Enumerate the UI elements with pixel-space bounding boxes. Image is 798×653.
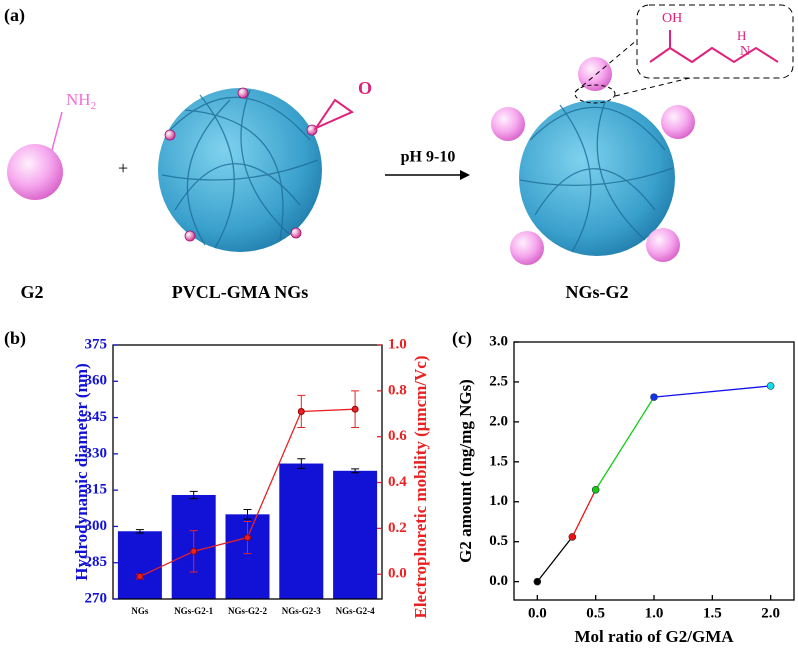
error-bar xyxy=(243,508,252,520)
y2-tick-label: 0.2 xyxy=(388,520,407,536)
line-segment xyxy=(653,385,771,398)
y-tick-label: 315 xyxy=(85,482,108,498)
y-tick-label: 300 xyxy=(85,518,108,534)
panel-label: (a) xyxy=(4,5,25,26)
y-axis-title: G2 amount (mg/mg NGs) xyxy=(456,379,475,563)
line-segment xyxy=(536,536,573,583)
y-tick-label: 270 xyxy=(85,590,108,606)
product: OH H N xyxy=(491,4,794,265)
x-tick-label: 0.5 xyxy=(586,605,605,621)
y-tick-label: 1.5 xyxy=(489,453,508,469)
point xyxy=(244,534,251,542)
y-tick-label: 3.0 xyxy=(489,333,508,349)
y2-tick-label: 0.0 xyxy=(388,566,407,582)
point xyxy=(568,533,577,541)
plot-frame xyxy=(112,344,383,600)
y2-tick-label: 1.0 xyxy=(388,336,407,352)
y-tick-label: 285 xyxy=(85,554,108,570)
x-axis-title: Mol ratio of G2/GMA xyxy=(574,627,734,646)
inset-oh: OH xyxy=(662,11,682,26)
panel-label: (b) xyxy=(4,328,26,349)
label-ngs: PVCL-GMA NGs xyxy=(172,282,309,302)
y-tick-label: 2.5 xyxy=(489,373,508,389)
label-product: NGs-G2 xyxy=(566,282,629,302)
bar xyxy=(117,531,162,599)
inset-h: H xyxy=(737,28,746,43)
x-tick-label: NGs-G2-4 xyxy=(336,606,375,616)
plus: + xyxy=(118,158,128,178)
y-tick-label: 330 xyxy=(85,445,108,461)
condition: pH 9-10 xyxy=(401,149,456,166)
point xyxy=(136,573,144,581)
y-tick-label: 0.5 xyxy=(489,533,508,549)
bar xyxy=(333,470,378,599)
panel-label: (c) xyxy=(452,328,472,349)
x-tick-label: NGs-G2-2 xyxy=(228,606,267,616)
point xyxy=(650,393,658,401)
x-tick-label: 0.0 xyxy=(528,605,547,621)
y2-tick-label: 0.8 xyxy=(388,382,407,398)
error-bar xyxy=(351,468,360,474)
y2-axis-title: Electrophoretic mobility (μmcm/Vc) xyxy=(411,356,430,619)
arrow-head xyxy=(460,170,470,180)
x-tick-label: NGs-G2-1 xyxy=(174,606,213,616)
y-tick-label: 345 xyxy=(85,409,108,425)
error-bar xyxy=(189,490,198,500)
inset-n: N xyxy=(740,44,750,59)
error-bar xyxy=(297,458,306,469)
y-tick-label: 360 xyxy=(85,373,108,389)
point xyxy=(766,382,775,390)
line-segment xyxy=(595,396,655,491)
x-tick-label: NGs-G2-3 xyxy=(282,606,321,616)
plot-frame xyxy=(513,341,795,601)
amine-label: NH2 xyxy=(66,90,96,112)
point xyxy=(297,407,305,415)
y-tick-label: 2.0 xyxy=(489,413,508,429)
y2-tick-label: 0.6 xyxy=(388,428,407,444)
x-tick-label: 1.0 xyxy=(645,605,664,621)
bar xyxy=(279,463,324,599)
x-tick-label: 2.0 xyxy=(761,605,780,621)
y-tick-label: 375 xyxy=(85,336,108,352)
point xyxy=(351,405,359,413)
y-tick-label: 0.0 xyxy=(489,573,508,589)
panel-a: (a) NH2 + O pH 9-10 OH H N G2 PVCL-GMA N… xyxy=(4,4,794,302)
line-segment xyxy=(571,489,597,538)
x-tick-label: 1.5 xyxy=(703,605,722,621)
point xyxy=(591,485,600,494)
y2-tick-label: 0.4 xyxy=(388,474,407,490)
point xyxy=(533,577,542,586)
y-tick-label: 1.0 xyxy=(489,493,508,509)
y-axis-title: Hydrodynamic diameter (nm) xyxy=(72,363,91,581)
label-g2: G2 xyxy=(20,282,43,302)
epoxide-o: O xyxy=(358,78,372,98)
x-tick-label: NGs xyxy=(131,606,149,616)
error-bar xyxy=(135,529,144,534)
point xyxy=(190,547,198,555)
g2-sphere xyxy=(7,144,63,200)
nanogel: O xyxy=(158,78,372,252)
bond xyxy=(51,111,63,151)
